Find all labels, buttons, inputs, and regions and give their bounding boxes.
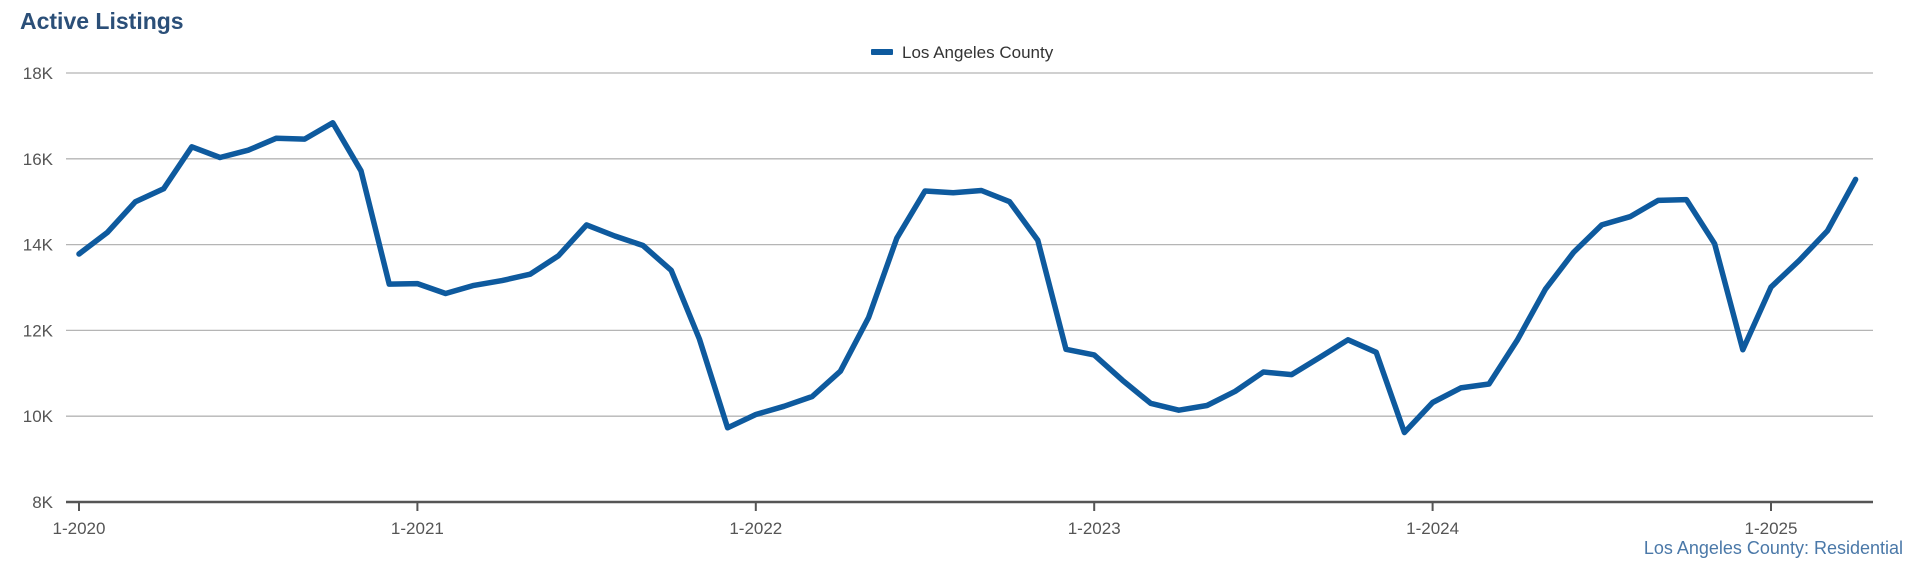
chart-title: Active Listings [20,8,184,34]
x-tick-label: 1-2022 [729,519,782,538]
x-tick-label: 1-2021 [391,519,444,538]
y-tick-label: 16K [23,150,54,169]
legend[interactable]: Los Angeles County [871,43,1054,62]
data-point[interactable] [73,248,85,260]
data-point[interactable] [101,227,113,239]
data-point[interactable] [1680,194,1692,206]
y-tick-label: 8K [32,493,53,512]
data-point[interactable] [1032,234,1044,246]
data-point[interactable] [129,196,141,208]
data-point[interactable] [1201,399,1213,411]
data-point[interactable] [1737,344,1749,356]
data-point[interactable] [1398,427,1410,439]
data-point[interactable] [1596,219,1608,231]
y-tick-label: 14K [23,236,54,255]
data-point[interactable] [524,268,536,280]
data-point[interactable] [552,250,564,262]
data-point[interactable] [1793,254,1805,266]
data-point[interactable] [1004,196,1016,208]
data-point[interactable] [299,133,311,145]
series-line-los-angeles-county[interactable] [76,120,1859,436]
data-point[interactable] [242,144,254,156]
data-point[interactable] [1116,374,1128,386]
data-point[interactable] [468,279,480,291]
legend-label: Los Angeles County [902,43,1054,62]
data-point[interactable] [270,132,282,144]
chart-credit[interactable]: Los Angeles County: Residential [1644,538,1903,558]
data-point[interactable] [1145,397,1157,409]
data-point[interactable] [863,312,875,324]
data-point[interactable] [1427,396,1439,408]
data-point[interactable] [1511,334,1523,346]
data-point[interactable] [327,117,339,129]
data-point[interactable] [1652,194,1664,206]
legend-swatch [871,49,893,55]
data-point[interactable] [496,275,508,287]
data-point[interactable] [1850,173,1862,185]
data-point[interactable] [1314,351,1326,363]
data-point[interactable] [806,390,818,402]
y-axis-ticks: 8K 10K 12K 14K 16K 18K [23,64,54,512]
data-point[interactable] [1709,238,1721,250]
data-point[interactable] [158,183,170,195]
data-point[interactable] [778,400,790,412]
data-point[interactable] [355,165,367,177]
data-point[interactable] [411,278,423,290]
data-point[interactable] [1821,225,1833,237]
data-point[interactable] [1173,404,1185,416]
data-point[interactable] [1229,385,1241,397]
data-point[interactable] [1257,366,1269,378]
data-point[interactable] [1483,378,1495,390]
x-tick-label: 1-2025 [1745,519,1798,538]
data-point[interactable] [722,422,734,434]
data-point[interactable] [834,365,846,377]
y-tick-label: 12K [23,321,54,340]
data-point[interactable] [693,333,705,345]
data-point[interactable] [750,408,762,420]
data-point[interactable] [609,230,621,242]
data-point[interactable] [1765,281,1777,293]
y-tick-label: 10K [23,407,54,426]
data-point[interactable] [1624,211,1636,223]
series-layer [73,117,1862,439]
y-tick-label: 18K [23,64,54,83]
x-tick-label: 1-2024 [1406,519,1459,538]
data-point[interactable] [891,232,903,244]
data-point[interactable] [1286,369,1298,381]
data-point[interactable] [947,187,959,199]
data-point[interactable] [581,219,593,231]
data-point[interactable] [186,141,198,153]
data-point[interactable] [1370,346,1382,358]
data-point[interactable] [440,288,452,300]
data-point[interactable] [1455,382,1467,394]
data-point[interactable] [1088,349,1100,361]
grid-lines [66,72,1873,417]
data-point[interactable] [919,185,931,197]
data-point[interactable] [383,278,395,290]
data-point[interactable] [1060,343,1072,355]
data-point[interactable] [1539,283,1551,295]
data-point[interactable] [665,264,677,276]
data-point[interactable] [637,239,649,251]
x-axis: 1-2020 1-2021 1-2022 1-2023 1-2024 1-2025 [53,500,1873,538]
data-point[interactable] [1568,246,1580,258]
data-point[interactable] [975,185,987,197]
x-tick-label: 1-2020 [53,519,106,538]
x-tick-label: 1-2023 [1068,519,1121,538]
data-point[interactable] [1342,334,1354,346]
data-point[interactable] [214,152,226,164]
